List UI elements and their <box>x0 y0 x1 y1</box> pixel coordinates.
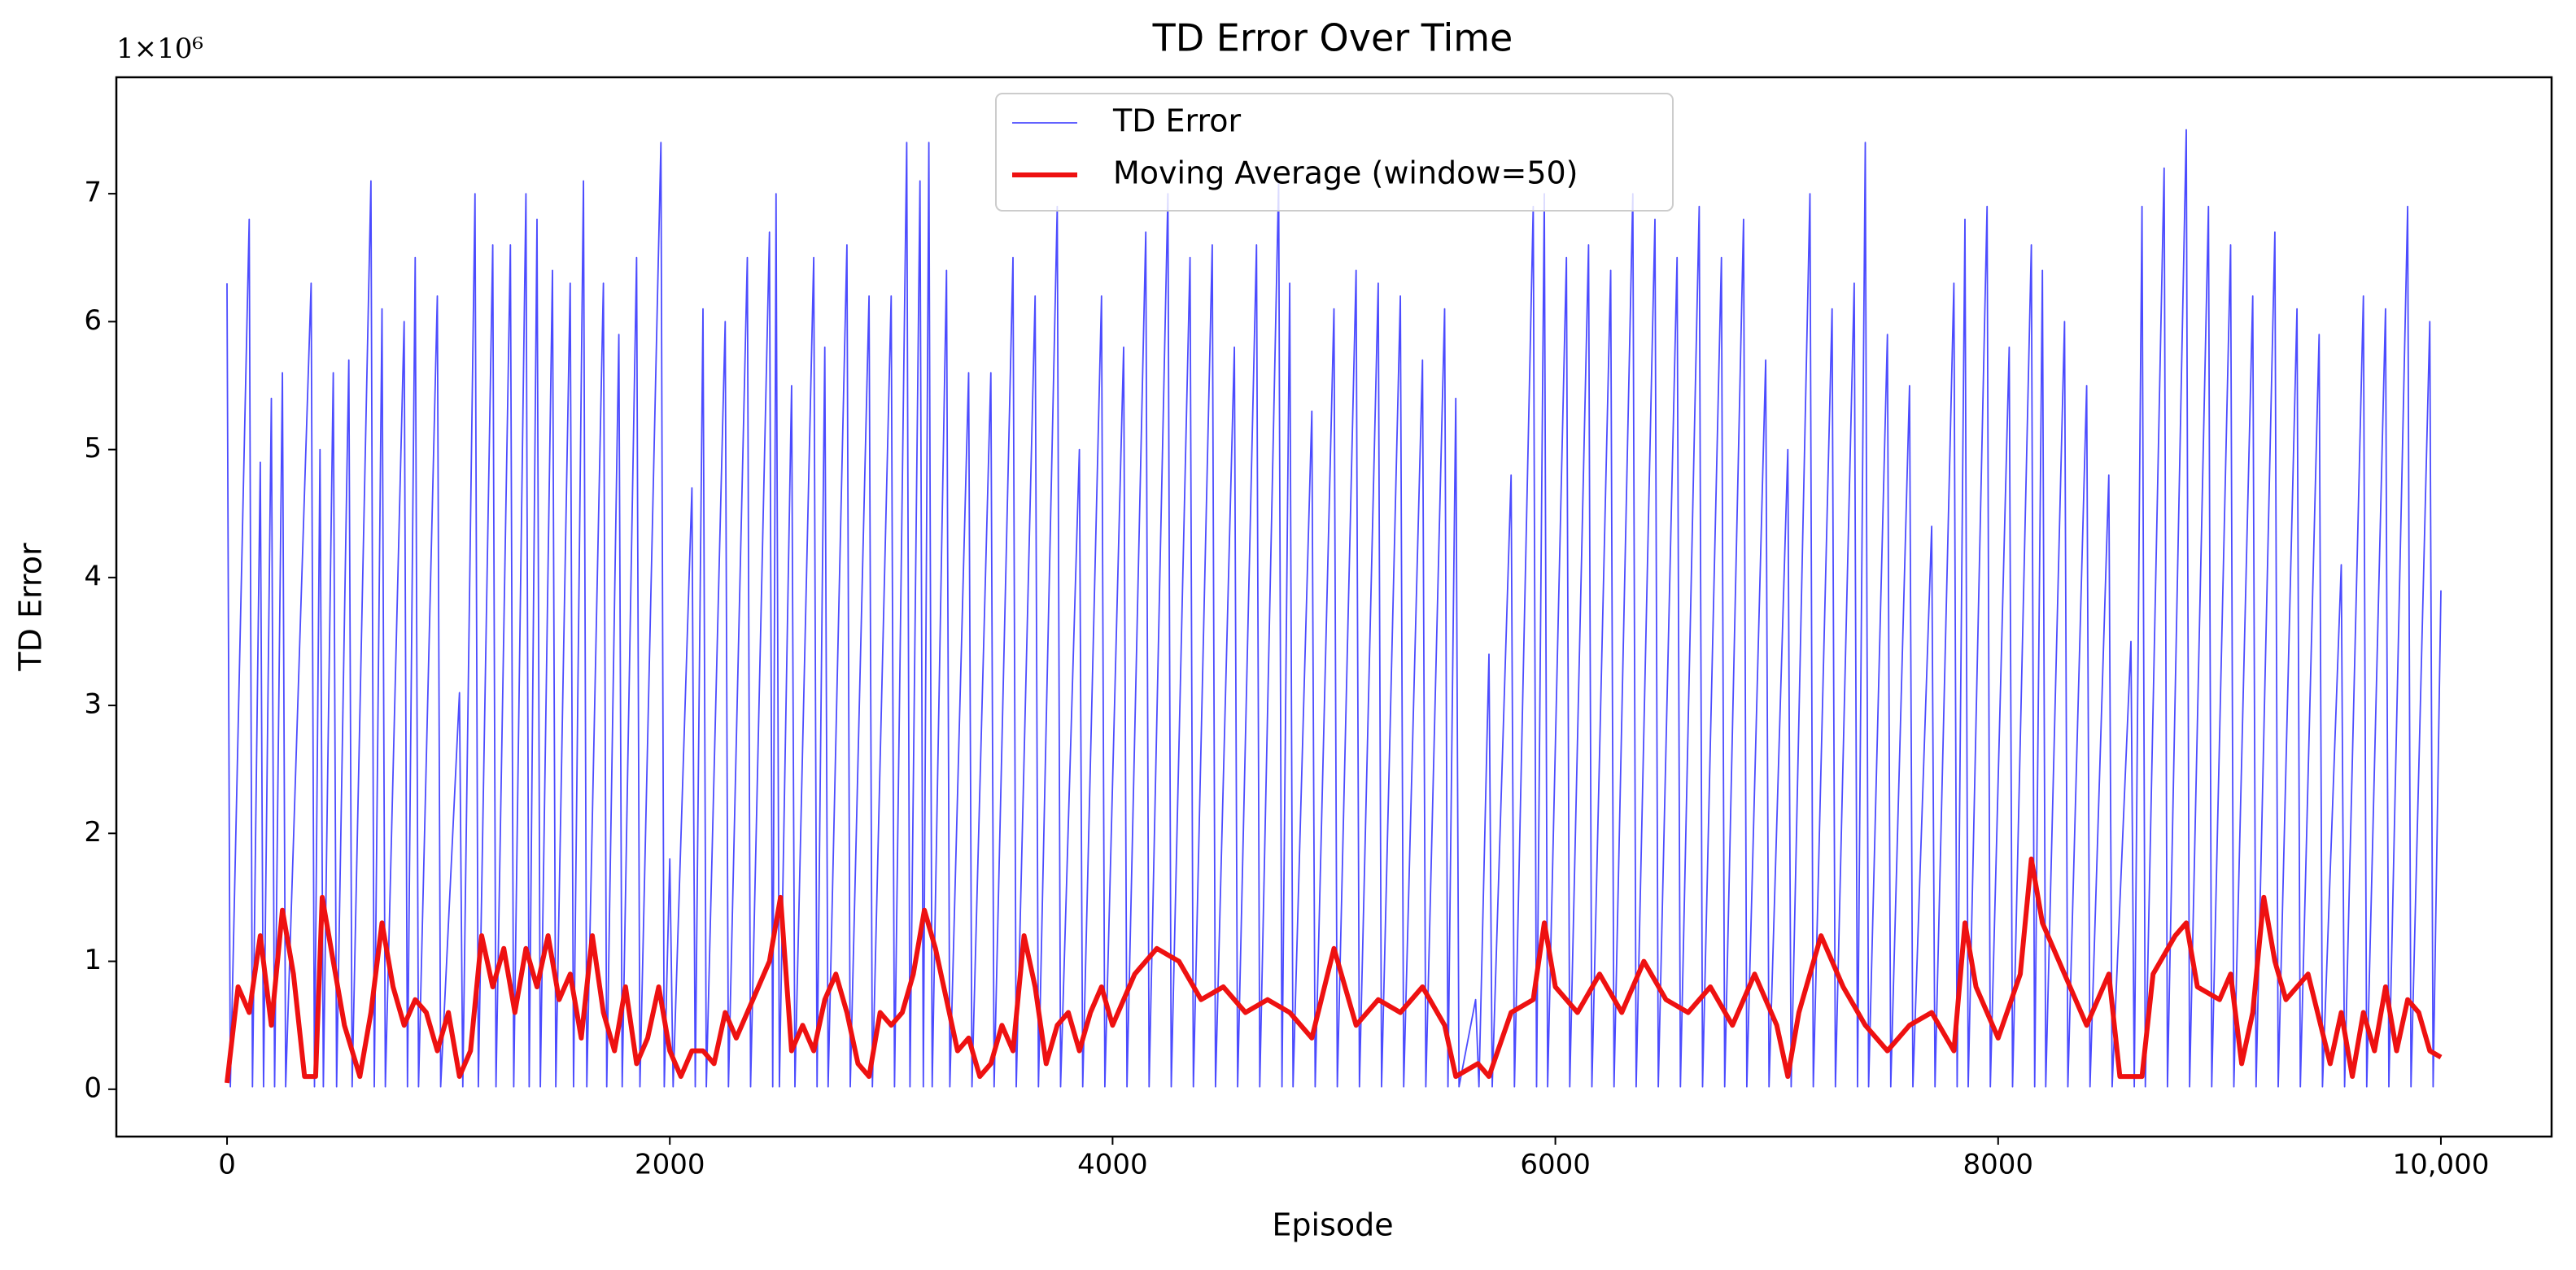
x-tick-label: 0 <box>218 1149 236 1181</box>
y-offset-label: 1×10⁶ <box>116 33 203 65</box>
chart-title: TD Error Over Time <box>1152 16 1513 60</box>
series-line <box>225 856 2443 1084</box>
series-line <box>226 129 2442 1088</box>
y-tick-label: 0 <box>84 1071 102 1104</box>
x-tick-label: 4000 <box>1077 1149 1148 1181</box>
x-axis-label: Episode <box>1272 1207 1393 1243</box>
x-tick-label: 10,000 <box>2392 1149 2489 1181</box>
y-axis-label: TD Error <box>13 543 49 672</box>
y-tick-label: 5 <box>84 432 102 465</box>
y-tick-label: 7 <box>84 177 102 209</box>
plot-area <box>225 129 2443 1088</box>
legend: TD Error Moving Average (window=50) <box>995 93 1674 212</box>
y-tick-label: 3 <box>84 688 102 721</box>
y-tick-label: 4 <box>84 560 102 592</box>
x-tick-label: 6000 <box>1520 1149 1591 1181</box>
x-tick-label: 2000 <box>635 1149 705 1181</box>
y-tick-label: 1 <box>84 944 102 976</box>
axes-frame <box>115 76 2553 1138</box>
legend-label: TD Error <box>1112 103 1242 139</box>
y-tick-label: 2 <box>84 816 102 849</box>
legend-box <box>995 93 1674 212</box>
legend-label: Moving Average (window=50) <box>1113 155 1578 191</box>
y-tick-label: 6 <box>84 304 102 337</box>
x-tick-label: 8000 <box>1963 1149 2034 1181</box>
